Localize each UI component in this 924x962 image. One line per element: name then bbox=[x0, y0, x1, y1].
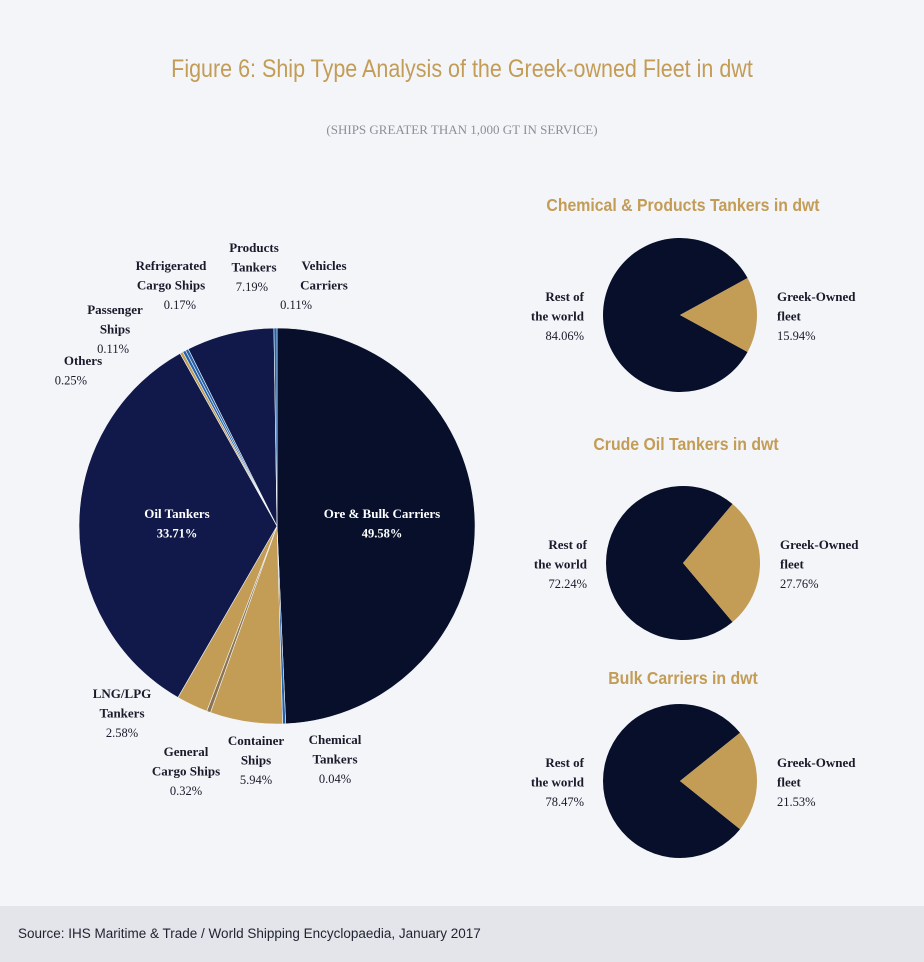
chart-title: Figure 6: Ship Type Analysis of the Gree… bbox=[171, 55, 753, 83]
small-pie-label-greek-value: 27.76% bbox=[780, 577, 819, 591]
main-pie-slice-ore-bulk-carriers bbox=[276, 327, 476, 725]
main-pie-label-container-ships-line: Ships bbox=[241, 753, 271, 768]
main-pie-label-lng-lpg-tankers-line: LNG/LPG bbox=[93, 686, 152, 701]
small-pie-label-greek-line: Greek-Owned bbox=[777, 755, 856, 770]
charts-canvas: Ore & Bulk Carriers 49.58% Chemical Tankers… bbox=[55, 195, 859, 858]
small-pie-slice-greek-owned bbox=[683, 504, 761, 622]
main-pie-label-lng-lpg-tankers-value: 2.58% bbox=[106, 726, 138, 740]
small-pie-label-greek-line: fleet bbox=[777, 309, 801, 324]
main-pie-label-container-ships-line: Container bbox=[228, 733, 285, 748]
main-pie-label-vehicles-carriers-line: Vehicles bbox=[301, 258, 346, 273]
small-pie-title: Bulk Carriers in dwt bbox=[608, 668, 758, 688]
main-pie-label-oil-tankers-value: 33.71% bbox=[157, 527, 198, 541]
small-pie-label-rest-value: 84.06% bbox=[545, 329, 584, 343]
main-pie-label-products-tankers-line: Products bbox=[229, 240, 279, 255]
small-pie-title: Crude Oil Tankers in dwt bbox=[593, 434, 779, 454]
small-pie-label-greek-line: Greek-Owned bbox=[780, 537, 859, 552]
main-pie-label-chemical-tankers-value: 0.04% bbox=[319, 772, 351, 786]
small-pie-label-rest-line: Rest of bbox=[545, 755, 584, 770]
source-text: Source: IHS Maritime & Trade / World Shi… bbox=[18, 926, 481, 941]
small-pie-label-rest-line: Rest of bbox=[545, 289, 584, 304]
small-pie-slice-rest-of-world bbox=[603, 704, 741, 858]
main-pie-label-vehicles-carriers-line: Carriers bbox=[300, 278, 348, 293]
main-pie-label-refrigerated-cargo-ships-value: 0.17% bbox=[164, 298, 196, 312]
small-pie-label-rest-value: 72.24% bbox=[548, 577, 587, 591]
main-pie-label-ore-bulk-carriers-value: 49.58% bbox=[362, 527, 403, 541]
main-pie-label-general-cargo-ships-value: 0.32% bbox=[170, 784, 202, 798]
main-pie-label-others-value: 0.25% bbox=[55, 374, 87, 388]
main-pie-label-passenger-ships-value: 0.11% bbox=[97, 342, 129, 356]
main-pie-label-general-cargo-ships-line: Cargo Ships bbox=[152, 764, 220, 779]
main-pie-label-lng-lpg-tankers-line: Tankers bbox=[99, 706, 144, 721]
main-pie-label-chemical-tankers-line: Tankers bbox=[312, 752, 357, 767]
small-pie-label-rest-line: the world bbox=[534, 557, 588, 572]
main-pie-label-vehicles-carriers-value: 0.11% bbox=[280, 298, 312, 312]
main-pie-slice-oil-tankers bbox=[78, 352, 278, 698]
small-pie-slice-rest-of-world bbox=[603, 238, 748, 392]
small-pie-label-rest-line: the world bbox=[531, 775, 585, 790]
main-pie-label-ore-bulk-carriers-line: Ore & Bulk Carriers bbox=[324, 506, 440, 521]
source-footer: Source: IHS Maritime & Trade / World Shi… bbox=[0, 906, 924, 962]
small-pie-slice-greek-owned bbox=[680, 732, 758, 830]
main-pie-slice-vehicles-carriers bbox=[273, 327, 278, 527]
main-pie-label-others-line: Others bbox=[64, 353, 102, 368]
small-pie-label-rest-line: the world bbox=[531, 309, 585, 324]
small-pie-label-rest-line: Rest of bbox=[548, 537, 587, 552]
main-pie-label-passenger-ships-line: Passenger bbox=[87, 302, 143, 317]
small-pie-slice-greek-owned bbox=[680, 278, 758, 352]
chart-subtitle: (SHIPS GREATER THAN 1,000 GT IN SERVICE) bbox=[326, 122, 598, 137]
small-pie-label-greek-value: 15.94% bbox=[777, 329, 816, 343]
main-pie-label-container-ships-value: 5.94% bbox=[240, 773, 272, 787]
main-pie-label-refrigerated-cargo-ships-line: Cargo Ships bbox=[137, 278, 205, 293]
small-pie-label-greek-line: fleet bbox=[777, 775, 801, 790]
small-pie-label-greek-line: fleet bbox=[780, 557, 804, 572]
main-pie-label-passenger-ships-line: Ships bbox=[100, 322, 130, 337]
small-pie-label-greek-value: 21.53% bbox=[777, 795, 816, 809]
main-pie-label-chemical-tankers-line: Chemical bbox=[309, 732, 362, 747]
main-pie-label-refrigerated-cargo-ships-line: Refrigerated bbox=[136, 258, 208, 273]
small-pie-slice-rest-of-world bbox=[606, 486, 733, 640]
main-pie-label-general-cargo-ships-line: General bbox=[164, 744, 209, 759]
main-pie-label-oil-tankers-line: Oil Tankers bbox=[144, 506, 209, 521]
small-pie-title: Chemical & Products Tankers in dwt bbox=[546, 195, 820, 215]
small-pie-label-rest-value: 78.47% bbox=[545, 795, 584, 809]
small-pie-label-greek-line: Greek-Owned bbox=[777, 289, 856, 304]
main-pie-label-products-tankers-value: 7.19% bbox=[236, 280, 268, 294]
main-pie-label-products-tankers-line: Tankers bbox=[231, 260, 276, 275]
